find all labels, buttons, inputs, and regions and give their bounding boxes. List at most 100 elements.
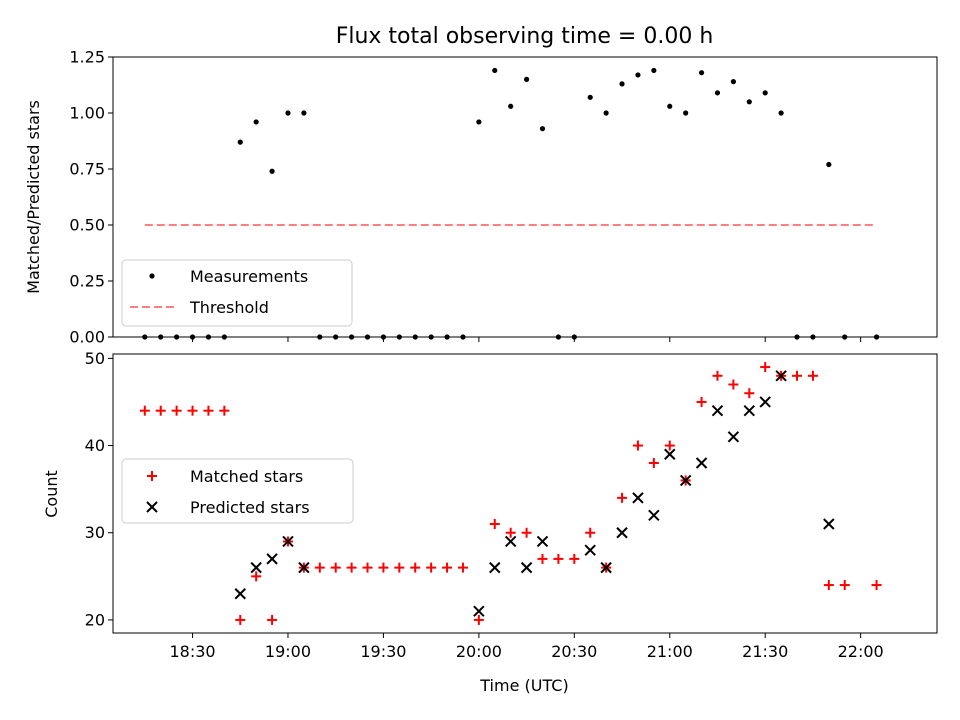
x-tick-label: 18:30 xyxy=(169,642,215,661)
top-measurements-point xyxy=(762,90,768,96)
top-measurements-point xyxy=(778,110,784,116)
top-measurements-point xyxy=(237,139,243,145)
bottom-matched-stars-point xyxy=(505,527,516,538)
top-measurements-point xyxy=(746,99,752,105)
bottom-matched-stars-point xyxy=(696,396,707,407)
top-y-tick-label: 0.00 xyxy=(69,328,105,347)
bottom-predicted-stars-point xyxy=(234,588,246,600)
top-y-axis-label: Matched/Predicted stars xyxy=(24,100,43,294)
bottom-matched-stars-point xyxy=(648,457,659,468)
top-measurements-point xyxy=(492,67,498,74)
x-tick-label: 21:30 xyxy=(742,642,788,661)
bottom-predicted-stars-point xyxy=(473,605,485,617)
legend-measurements-label: Measurements xyxy=(190,267,308,286)
top-axes-frame xyxy=(112,56,938,338)
top-measurements-point xyxy=(635,72,641,78)
x-tick-label: 20:00 xyxy=(456,642,502,661)
bottom-predicted-stars-point xyxy=(520,561,533,574)
bottom-predicted-stars-point xyxy=(298,561,310,574)
bottom-matched-stars-point xyxy=(839,580,850,591)
bottom-legend: Matched stars Predicted stars xyxy=(121,458,354,524)
bottom-matched-stars-point xyxy=(187,405,198,416)
top-measurements-point xyxy=(508,103,514,109)
bottom-matched-stars-point xyxy=(378,562,389,573)
bottom-matched-stars-point xyxy=(346,562,357,573)
bottom-matched-stars-point xyxy=(457,562,468,573)
x-axis-label: Time (UTC) xyxy=(479,676,568,695)
top-y-tick-label: 0.25 xyxy=(69,272,105,291)
bottom-matched-stars-point xyxy=(712,370,723,381)
top-measurements-point xyxy=(285,110,291,116)
legend-measurements-marker xyxy=(149,273,155,279)
bottom-matched-stars-point xyxy=(314,562,325,573)
top-legend: Measurements Threshold xyxy=(121,259,353,327)
top-measurements-point xyxy=(730,79,736,85)
bottom-matched-stars-point xyxy=(394,562,405,573)
bottom-matched-stars-point xyxy=(823,580,834,591)
bottom-matched-stars-point xyxy=(251,571,262,582)
x-tick-label: 22:00 xyxy=(838,642,884,661)
bottom-matched-stars-point xyxy=(521,527,532,538)
bottom-predicted-stars-point xyxy=(616,527,628,539)
bottom-matched-stars-point xyxy=(585,527,596,538)
bottom-predicted-stars-point xyxy=(775,370,787,382)
bottom-predicted-stars-point xyxy=(648,509,660,522)
bottom-matched-stars-point xyxy=(760,362,771,373)
bottom-predicted-stars-point xyxy=(727,431,740,443)
top-measurements-point xyxy=(683,110,689,116)
bottom-predicted-stars-point xyxy=(584,544,596,556)
legend-predicted-marker xyxy=(146,501,158,513)
bottom-predicted-stars-point xyxy=(600,561,612,574)
top-measurements-point xyxy=(667,103,673,109)
bottom-matched-stars-point xyxy=(139,405,150,416)
bottom-predicted-stars-point xyxy=(743,404,756,417)
bottom-predicted-stars-point xyxy=(695,457,708,469)
bottom-matched-stars-point xyxy=(744,388,755,399)
bottom-matched-stars-point xyxy=(537,553,548,564)
bottom-matched-stars-point xyxy=(728,379,739,390)
bottom-matched-stars-point xyxy=(155,405,166,416)
bottom-matched-stars-point xyxy=(569,553,580,564)
bottom-axes-frame xyxy=(112,353,938,634)
bottom-predicted-stars-point xyxy=(504,535,517,548)
top-measurements-point xyxy=(587,94,593,100)
legend-threshold-label: Threshold xyxy=(189,298,269,317)
top-measurements-point xyxy=(253,119,259,125)
top-legend-frame xyxy=(121,259,353,327)
top-measurements-point xyxy=(651,67,657,74)
bottom-matched-stars-point xyxy=(219,405,230,416)
bottom-matched-stars-point xyxy=(807,370,818,381)
bottom-matched-stars-point xyxy=(871,580,882,591)
bottom-y-tick-label: 50 xyxy=(85,349,105,368)
bottom-matched-stars-point xyxy=(362,562,373,573)
x-tick-label: 21:00 xyxy=(647,642,693,661)
bottom-matched-stars-point xyxy=(473,614,484,625)
bottom-matched-stars-point xyxy=(553,553,564,564)
bottom-y-tick-label: 20 xyxy=(85,610,105,629)
legend-matched-marker xyxy=(147,471,157,481)
bottom-predicted-stars-point xyxy=(759,396,771,408)
bottom-y-tick-label: 40 xyxy=(85,436,105,455)
bottom-y-axis-label: Count xyxy=(42,470,61,518)
bottom-matched-stars-point xyxy=(171,405,182,416)
top-y-tick-label: 0.50 xyxy=(69,216,105,235)
x-tick-label: 20:30 xyxy=(551,642,597,661)
top-plot: 0.00 0.25 0.50 0.75 1.00 1.25 xyxy=(69,48,938,347)
bottom-predicted-stars-point xyxy=(489,561,501,574)
bottom-matched-stars-point xyxy=(426,562,437,573)
bottom-matched-stars-point xyxy=(442,562,453,573)
bottom-matched-stars-point xyxy=(617,492,628,503)
bottom-matched-stars-point xyxy=(664,440,675,451)
bottom-predicted-stars-point xyxy=(823,518,835,530)
bottom-plot: 20 30 40 50 18:30 19:00 19:30 20:00 20:30 21:00 21… xyxy=(85,349,938,661)
bottom-predicted-stars-point xyxy=(266,553,278,565)
bottom-matched-stars-point xyxy=(235,614,246,625)
top-y-tick-label: 0.75 xyxy=(69,160,105,179)
top-measurements-point xyxy=(269,168,275,174)
bottom-y-tick-label: 30 xyxy=(85,523,105,542)
bottom-predicted-stars-point xyxy=(632,492,644,504)
bottom-legend-frame xyxy=(121,458,354,524)
bottom-predicted-stars-point xyxy=(282,535,294,548)
top-measurements-point xyxy=(523,76,530,82)
